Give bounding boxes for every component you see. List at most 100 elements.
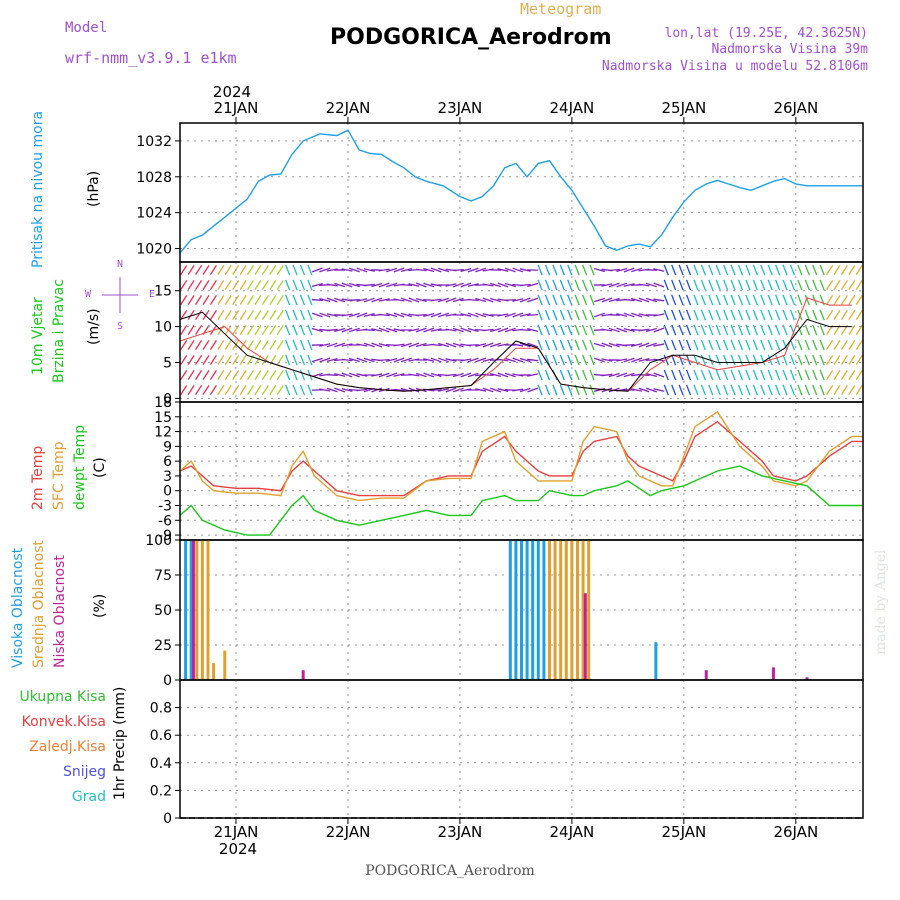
wind-barb	[582, 264, 588, 276]
wind-barb	[452, 372, 464, 378]
wind-barb	[239, 295, 247, 305]
wind-barb	[239, 325, 247, 335]
wind-barb	[671, 384, 677, 396]
wind-barb	[341, 327, 353, 333]
wind-barb	[715, 384, 721, 396]
footer-station: PODGORICA_Aerodrom	[365, 863, 535, 879]
wind-barb	[319, 267, 331, 273]
wind-barb	[653, 268, 665, 272]
wind-barb	[601, 297, 613, 303]
wind-barb	[430, 357, 442, 363]
wind-barb	[363, 283, 375, 287]
wind-barb	[187, 370, 195, 380]
wind-barb	[840, 280, 848, 290]
wind-barb	[285, 309, 291, 321]
wind-barb	[574, 339, 580, 351]
wind-barb	[482, 283, 494, 287]
wind-barb	[537, 264, 543, 276]
wind-barb	[685, 339, 692, 351]
wind-barb	[789, 294, 796, 306]
wind-barb	[276, 295, 284, 305]
wind-barb	[819, 279, 825, 291]
wind-barb	[408, 328, 420, 332]
wind-barb	[202, 370, 210, 380]
wind-barb	[678, 264, 684, 276]
wind-barb	[855, 325, 863, 335]
wind-barb	[261, 310, 269, 320]
wind-barb	[269, 370, 277, 380]
wind-barb	[608, 297, 620, 303]
wind-barb	[438, 342, 450, 348]
wind-barb	[239, 280, 247, 290]
wind-barb	[840, 340, 848, 350]
wind-barb	[671, 324, 677, 336]
y-tick-label: 1032	[136, 134, 172, 150]
y-tick-label: 15	[154, 284, 172, 300]
wind-barb	[559, 339, 565, 351]
wind-barb	[608, 342, 620, 348]
wind-barb	[307, 279, 313, 291]
wind-barb	[202, 280, 210, 290]
y-tick-label: 12	[154, 425, 172, 441]
wind-barb	[261, 340, 269, 350]
top-year-label: 2024	[213, 83, 251, 101]
wind-barb	[180, 325, 188, 335]
wind-barb	[678, 369, 684, 381]
wind-barb	[224, 385, 232, 395]
top-date-label: 26JAN	[773, 99, 818, 117]
wind-barb	[490, 373, 502, 377]
wind-barb	[475, 357, 487, 363]
wind-barb	[737, 369, 744, 381]
wind-barb	[299, 369, 306, 381]
wind-barb	[326, 387, 338, 393]
precip-ylabel: 1hr Precip (mm)	[112, 687, 128, 800]
wind-barb	[760, 279, 766, 291]
wind-barb	[299, 324, 306, 336]
wind-barb	[512, 298, 524, 302]
wind-barb	[334, 282, 346, 288]
wind-barb	[663, 309, 669, 321]
wind-barb	[386, 357, 398, 363]
wind-barb	[840, 265, 848, 275]
wind-barb	[423, 312, 435, 318]
cloud-bar	[200, 540, 204, 680]
wind-barb	[232, 340, 240, 350]
wind-barb	[700, 339, 706, 351]
wind-barb	[752, 384, 758, 396]
wind-barb	[671, 369, 677, 381]
wind-barb	[544, 339, 551, 351]
wind-panel: 0 5 10 15	[154, 261, 864, 407]
wind-barb	[341, 268, 353, 272]
precip-panel: 0 0.2 0.4 0.6 0.8	[150, 679, 864, 827]
wind-barb	[202, 310, 210, 320]
compass-letter: E	[149, 289, 155, 300]
wind-barb	[261, 370, 269, 380]
wind-barb	[671, 279, 677, 291]
cloud-bar	[575, 540, 579, 680]
wind-barb	[616, 267, 628, 273]
wind-barb	[202, 340, 210, 350]
cloud-bar	[184, 540, 188, 680]
wind-barb	[760, 309, 766, 321]
wind-barb	[285, 384, 291, 396]
wind-barb	[826, 295, 834, 305]
wind-barb	[737, 294, 744, 306]
wind-barb	[311, 357, 323, 363]
wind-barb	[445, 358, 457, 362]
wind-barb	[552, 264, 558, 276]
wind-barb	[840, 295, 848, 305]
wind-barb	[797, 354, 803, 366]
wind-barb	[544, 309, 551, 321]
wind-barb	[653, 298, 665, 302]
wind-barb	[247, 310, 255, 320]
wind-barb	[826, 385, 834, 395]
wind-barb	[187, 310, 195, 320]
wind-barb	[594, 312, 605, 318]
wind-barb	[292, 369, 298, 381]
wind-barb	[254, 325, 262, 335]
wind-barb	[767, 384, 773, 396]
wind-barb	[224, 295, 232, 305]
wind-barb	[386, 267, 398, 273]
wind-barb	[497, 282, 509, 288]
wind-barb	[638, 358, 650, 362]
